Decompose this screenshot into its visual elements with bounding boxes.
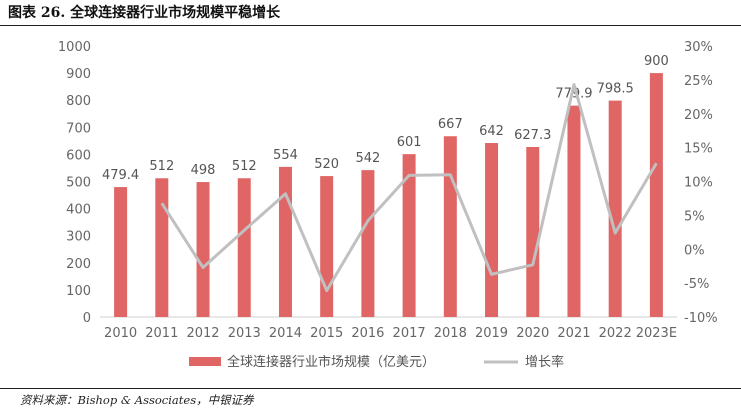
bar [567, 105, 581, 318]
left-tick-label: 300 [66, 230, 91, 245]
left-tick-label: 100 [66, 284, 91, 299]
left-tick-label: 1000 [58, 40, 91, 55]
bar-value-label: 498 [191, 163, 216, 178]
bar-value-label: 667 [438, 117, 463, 132]
x-tick-label: 2010 [104, 326, 137, 341]
x-tick-label: 2016 [351, 326, 384, 341]
top-rule [0, 25, 741, 26]
bar [237, 178, 251, 317]
left-tick-label: 900 [66, 67, 91, 82]
right-tick-label: -10% [684, 311, 718, 326]
left-tick-label: 500 [66, 176, 91, 191]
bar-value-label: 627.3 [514, 128, 551, 143]
x-tick-label: 2019 [475, 326, 508, 341]
right-tick-label: -5% [684, 277, 709, 292]
x-tick-label: 2022 [599, 326, 632, 341]
growth-rate-line [160, 83, 658, 293]
right-tick-label: 30% [684, 40, 713, 55]
left-tick-label: 0 [83, 311, 91, 326]
bar-value-label: 900 [644, 54, 669, 69]
x-tick-label: 2023E [636, 326, 677, 341]
legend: 全球连接器行业市场规模（亿美元） 增长率 [189, 354, 564, 370]
bar [608, 100, 622, 317]
legend-label-bar: 全球连接器行业市场规模（亿美元） [227, 354, 435, 370]
right-tick-label: 25% [684, 74, 713, 89]
right-tick-label: 10% [684, 176, 713, 191]
legend-swatch-bar [189, 357, 221, 366]
bar [320, 176, 334, 317]
bar [155, 178, 169, 317]
left-tick-label: 600 [66, 148, 91, 163]
bar-value-label: 798.5 [597, 82, 634, 97]
bar-data-labels: 479.4 512 498 512 554 520 542 601 667 642 627.3 779… [102, 54, 669, 183]
right-axis-ticks: -10% -5% 0% 5% 10% 15% 20% 25% 30% [684, 40, 718, 326]
bar [196, 182, 210, 317]
left-axis-ticks: 0 100 200 300 400 500 600 700 800 900 1000 [58, 40, 91, 326]
bar-value-label: 512 [232, 159, 257, 174]
bar-value-label: 512 [149, 159, 174, 174]
bar-value-label: 642 [479, 124, 504, 139]
right-tick-label: 5% [684, 209, 705, 224]
bar-line-chart: 0 100 200 300 400 500 600 700 800 900 1000 -10% -5%… [58, 40, 718, 370]
x-tick-label: 2015 [310, 326, 343, 341]
x-tick-label: 2014 [269, 326, 302, 341]
x-tick-label: 2013 [228, 326, 261, 341]
source-note: 资料来源：Bishop & Associates，中银证券 [20, 393, 254, 407]
x-axis-ticks: 2010 2011 2012 2013 2014 2015 2016 2017 2018 2019… [104, 326, 677, 341]
x-tick-label: 2018 [434, 326, 467, 341]
bar [526, 147, 540, 317]
bar-value-label: 554 [273, 148, 298, 163]
right-tick-label: 0% [684, 243, 705, 258]
figure-title: 图表 26. 全球连接器行业市场规模平稳增长 [8, 5, 281, 21]
bar [361, 170, 375, 317]
left-tick-label: 400 [66, 203, 91, 218]
legend-label-line: 增长率 [525, 354, 564, 370]
bar-value-label: 601 [397, 135, 422, 150]
bar [443, 136, 457, 317]
right-tick-label: 15% [684, 142, 713, 157]
bar-value-label: 520 [314, 157, 339, 172]
left-tick-label: 800 [66, 94, 91, 109]
bar [114, 187, 128, 317]
x-tick-label: 2012 [186, 326, 219, 341]
right-tick-label: 20% [684, 108, 713, 123]
x-tick-label: 2020 [516, 326, 549, 341]
bar [649, 73, 663, 317]
bottom-rule [0, 388, 741, 389]
bar [485, 143, 499, 317]
x-tick-label: 2011 [145, 326, 178, 341]
bar [278, 166, 292, 317]
x-tick-label: 2017 [393, 326, 426, 341]
bar-value-label: 479.4 [102, 168, 139, 183]
x-tick-label: 2021 [557, 326, 590, 341]
bar-value-label: 779.9 [555, 87, 592, 102]
bar-value-label: 542 [355, 151, 380, 166]
bar [402, 154, 416, 317]
left-tick-label: 700 [66, 121, 91, 136]
left-tick-label: 200 [66, 257, 91, 272]
